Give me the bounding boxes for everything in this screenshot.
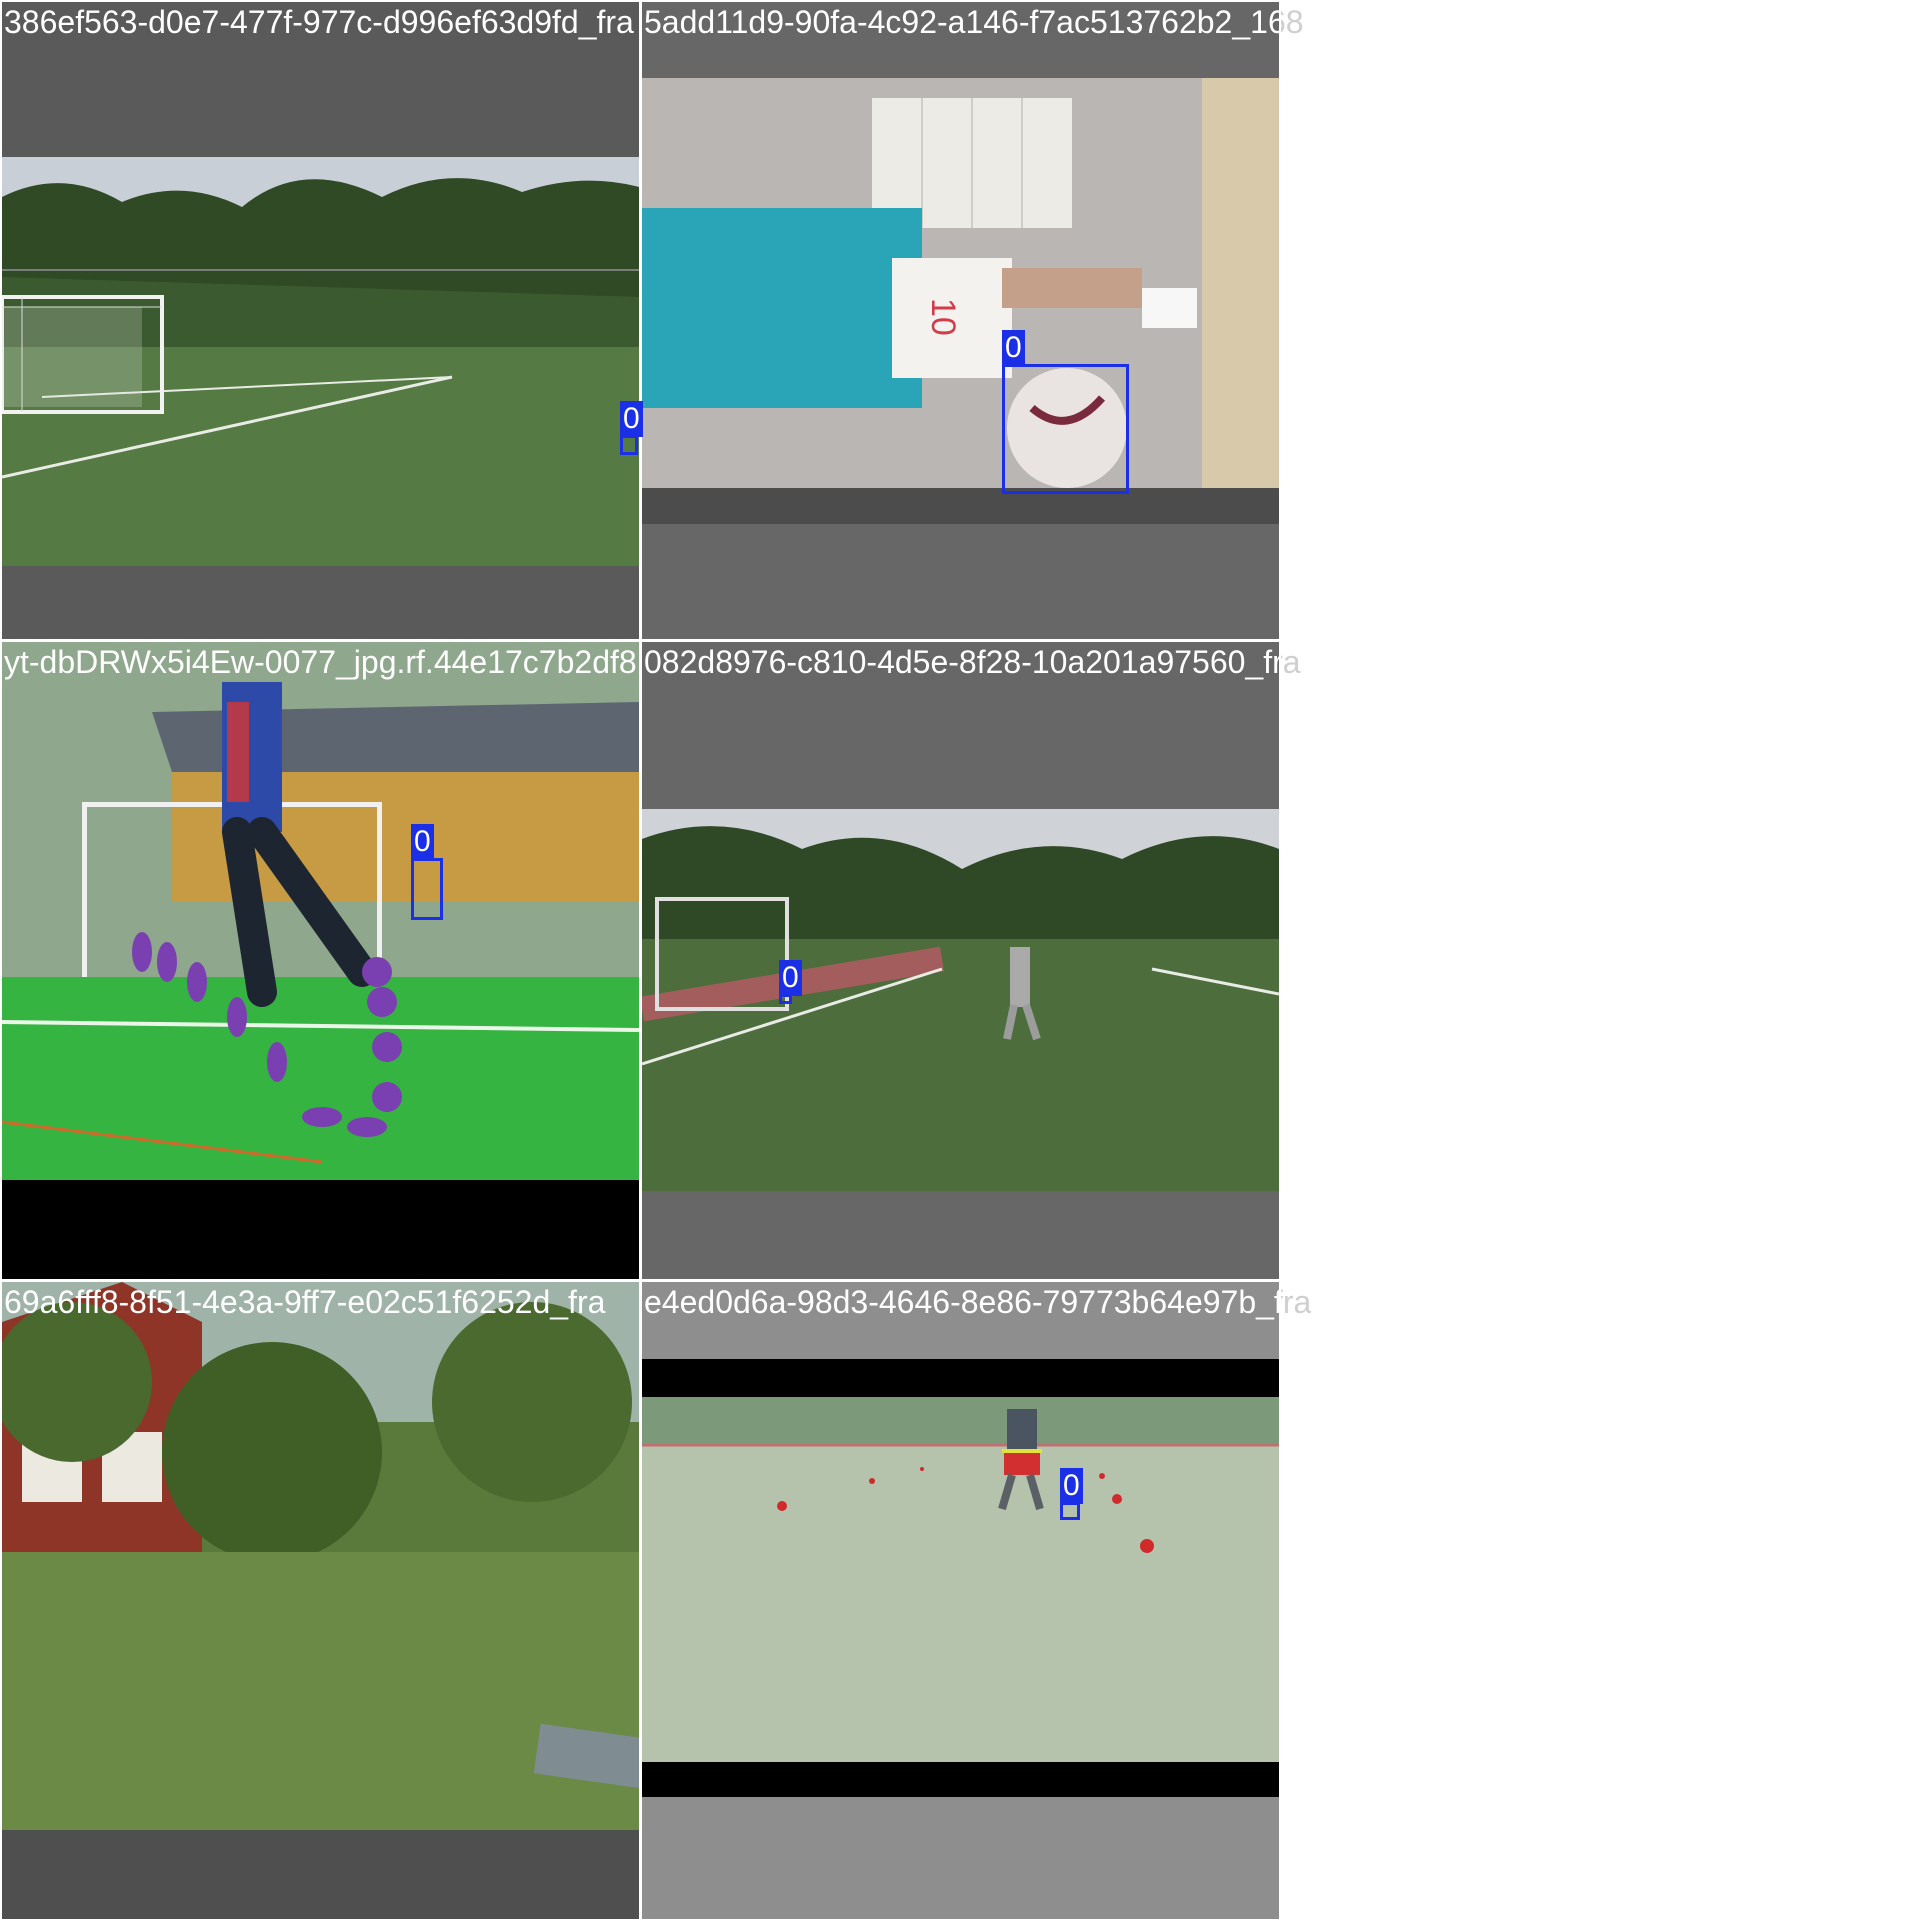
tile-image bbox=[2, 1282, 639, 1830]
detection-class-label: 0 bbox=[779, 960, 802, 996]
detection-bounding-box bbox=[1060, 1502, 1080, 1520]
mosaic-tile-1: 386ef563-d0e7-477f-977c-d996ef63d9fd_fra… bbox=[2, 2, 643, 639]
detection-bounding-box bbox=[1002, 364, 1129, 494]
tile-image bbox=[2, 642, 639, 1180]
mosaic-tile-2: 10 5add11d9-90fa-4c92-a146-f7ac513762b2_… bbox=[642, 2, 1304, 639]
tile-image bbox=[642, 809, 1279, 1191]
mosaic-tile-3: yt-dbDRWx5i4Ew-0077_jpg.rf.44e17c7b2df8 … bbox=[2, 642, 639, 1279]
mosaic-tile-6: e4ed0d6a-98d3-4646-8e86-79773b64e97b_fra… bbox=[642, 1282, 1311, 1919]
tile-image: 10 bbox=[642, 78, 1279, 524]
detection-class-label: 0 bbox=[411, 824, 434, 860]
tile-image bbox=[642, 1359, 1279, 1797]
tile-image bbox=[2, 157, 639, 566]
mosaic-tile-5: 69a6fff8-8f51-4e3a-9ff7-e02c51f6252d_fra bbox=[2, 1282, 639, 1919]
detection-bounding-box bbox=[620, 435, 638, 455]
detection-bounding-box bbox=[779, 994, 792, 1004]
detection-class-label: 0 bbox=[1002, 330, 1025, 366]
mosaic-tile-4: 082d8976-c810-4d5e-8f28-10a201a97560_fra… bbox=[642, 642, 1301, 1279]
detection-class-label: 0 bbox=[620, 401, 643, 437]
detection-bounding-box bbox=[411, 858, 443, 920]
svg-text:10: 10 bbox=[924, 298, 962, 336]
detection-class-label: 0 bbox=[1060, 1468, 1083, 1504]
